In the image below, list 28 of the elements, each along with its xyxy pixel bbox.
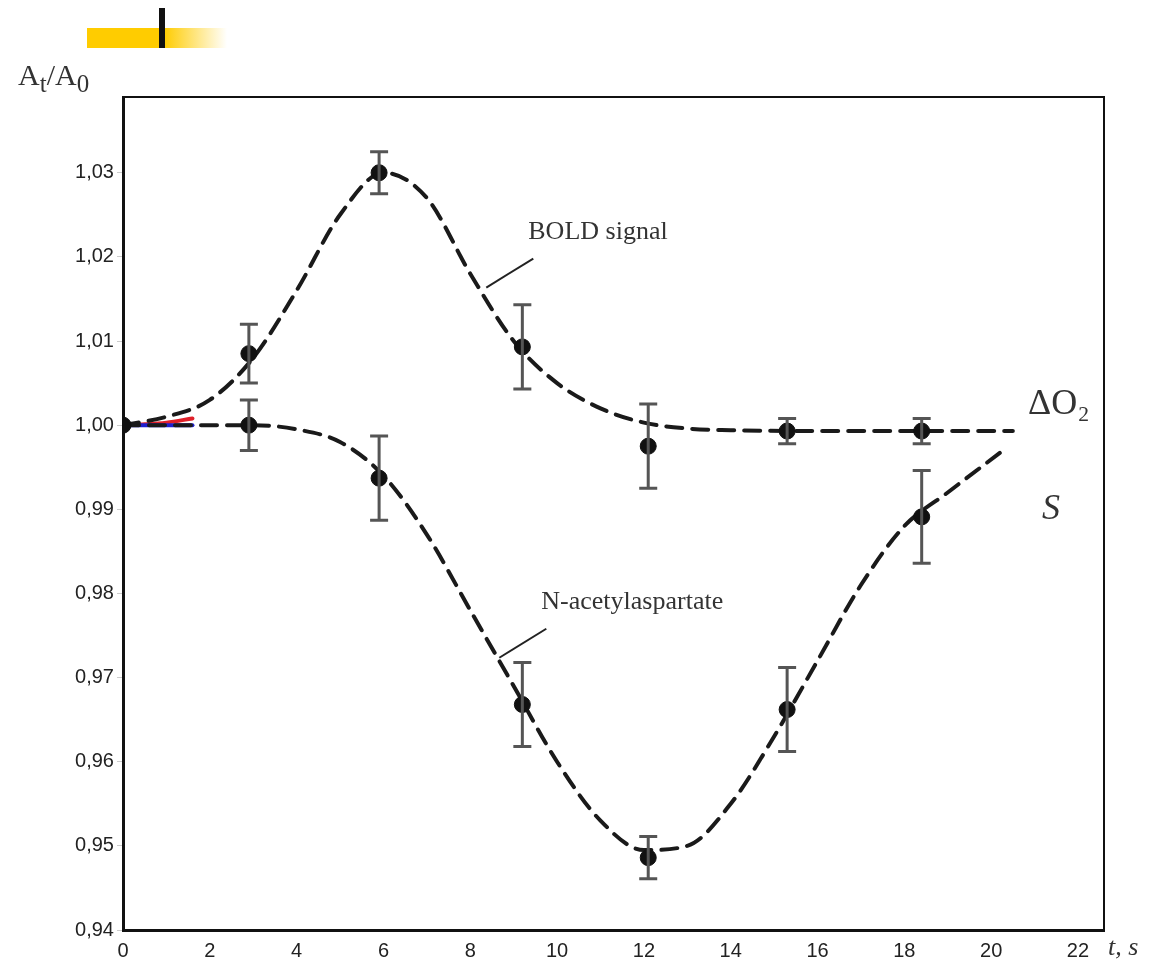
x-tick-label: 20 xyxy=(980,938,1003,961)
x-tick-label: 16 xyxy=(806,938,829,961)
annotation: S xyxy=(1042,487,1060,528)
x-tick-label: 18 xyxy=(893,938,916,961)
x-tick-label: 6 xyxy=(377,938,389,961)
x-tick-label: 10 xyxy=(545,938,569,961)
x-axis-title: t, s xyxy=(1108,932,1139,962)
x-tick-label: 22 xyxy=(1066,938,1090,961)
annotation: N-acetylaspartate xyxy=(541,585,724,615)
y-tick-label: 0,96 xyxy=(75,749,114,772)
x-tick-label: 8 xyxy=(464,938,476,961)
x-tick-label: 14 xyxy=(719,938,742,961)
y-tick-label: 0,94 xyxy=(75,917,114,940)
annotation: ΔO₂ xyxy=(1028,382,1090,423)
y-tick-label: 0,99 xyxy=(75,496,114,519)
y-tick-label: 1,01 xyxy=(75,328,114,351)
x-tick-label: 4 xyxy=(291,938,303,961)
x-tick-label: 12 xyxy=(632,938,656,961)
y-tick-label: 1,02 xyxy=(75,244,114,267)
y-tick-label: 0,98 xyxy=(75,580,114,603)
y-tick-label: 0,95 xyxy=(75,833,114,856)
y-tick-label: 1,00 xyxy=(75,412,114,435)
x-tick-label: 2 xyxy=(204,938,216,961)
x-tick-label: 0 xyxy=(117,938,129,961)
annotation: BOLD signal xyxy=(528,215,668,245)
y-axis-title: A$_{t}$/A$_{0}$ xyxy=(18,58,90,98)
y-tick-label: 0,97 xyxy=(75,665,114,688)
y-tick-label: 1,03 xyxy=(75,160,114,183)
